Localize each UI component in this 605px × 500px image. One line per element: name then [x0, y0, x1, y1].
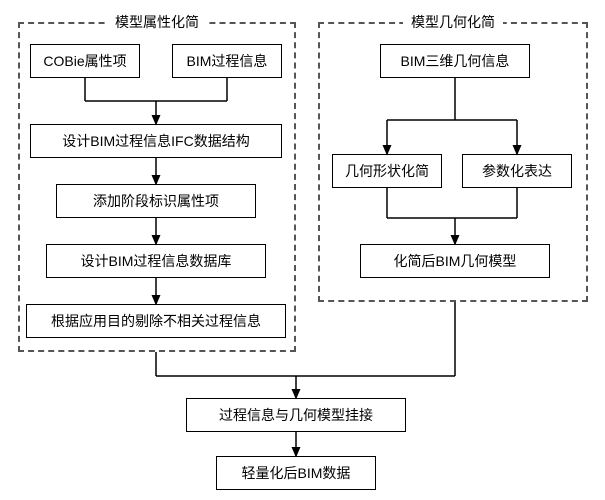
node-bim_geo: BIM三维几何信息 — [380, 44, 530, 78]
node-cobie: COBie属性项 — [30, 44, 140, 78]
node-bim_proc: BIM过程信息 — [172, 44, 282, 78]
node-geo_result: 化简后BIM几何模型 — [360, 244, 550, 278]
panel-title-left: 模型属性化简 — [107, 12, 207, 32]
node-stage_attr: 添加阶段标识属性项 — [56, 184, 256, 218]
node-proc_db: 设计BIM过程信息数据库 — [46, 244, 266, 278]
node-ifc: 设计BIM过程信息IFC数据结构 — [30, 124, 282, 158]
diagram-canvas: 模型属性化简 模型几何化简 COBie属性项 BIM过程信息设计BIM过程信息IFC数… — [0, 0, 605, 500]
node-link: 过程信息与几何模型挂接 — [186, 398, 406, 432]
node-param_expr: 参数化表达 — [462, 154, 572, 188]
node-final: 轻量化后BIM数据 — [216, 456, 376, 490]
node-prune: 根据应用目的剔除不相关过程信息 — [26, 304, 286, 338]
node-geo_simplify: 几何形状化简 — [332, 154, 442, 188]
panel-title-right: 模型几何化简 — [403, 12, 503, 32]
